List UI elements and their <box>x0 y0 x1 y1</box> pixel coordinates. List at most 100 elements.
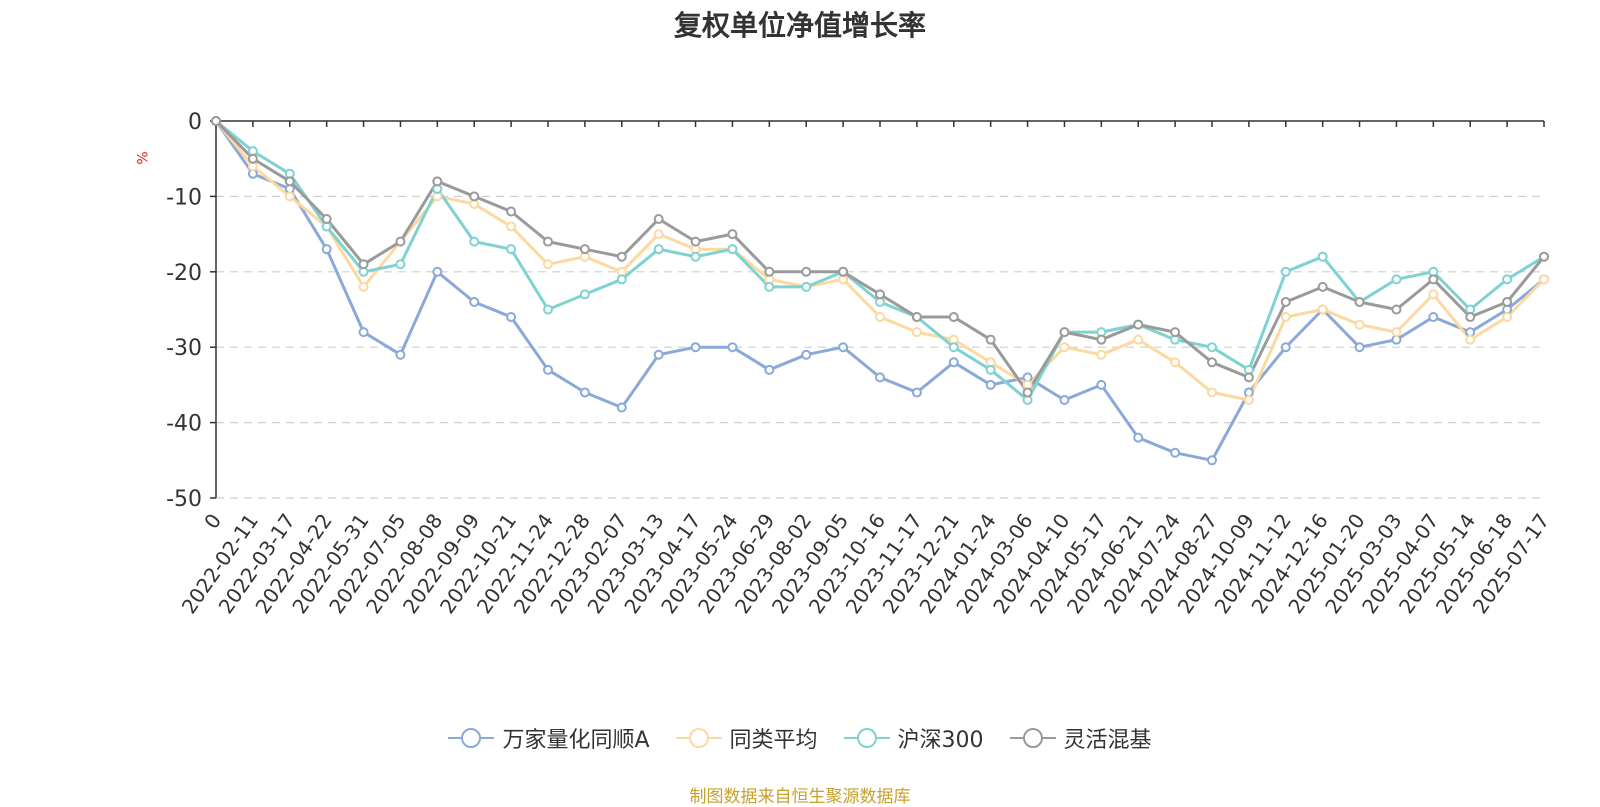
point-s0-9 <box>543 364 553 375</box>
point-s1-19 <box>911 327 922 338</box>
point-s3-34 <box>1465 312 1476 323</box>
point-s2-30 <box>1317 251 1328 262</box>
legend-item-3[interactable]: 灵活混基 <box>1009 722 1152 754</box>
point-s3-0 <box>211 116 221 126</box>
legend-label-1: 同类平均 <box>729 728 818 753</box>
point-s3-5 <box>395 236 406 247</box>
legend-item-0[interactable]: 万家量化同顺A <box>448 722 650 754</box>
point-s2-12 <box>653 244 664 255</box>
point-s1-34 <box>1465 334 1476 345</box>
point-s1-18 <box>875 312 885 323</box>
point-s0-31 <box>1354 342 1365 353</box>
point-s0-25 <box>1133 432 1144 443</box>
point-s0-11 <box>616 402 627 413</box>
point-s0-8 <box>506 312 517 323</box>
legend-marker-1 <box>675 728 722 748</box>
legend-item-1[interactable]: 同类平均 <box>675 722 818 754</box>
point-s3-2 <box>284 176 295 187</box>
point-s3-24 <box>1096 334 1107 345</box>
point-s3-21 <box>985 334 996 345</box>
point-s1-12 <box>653 229 664 240</box>
point-s0-26 <box>1170 447 1181 458</box>
point-s2-11 <box>616 274 627 285</box>
point-s1-33 <box>1428 289 1439 300</box>
point-s2-32 <box>1391 274 1402 285</box>
legend-marker-0 <box>448 728 495 748</box>
point-s2-15 <box>764 281 775 292</box>
grid-layer <box>216 195 1544 499</box>
legend-label-2: 沪深300 <box>897 728 984 753</box>
point-s1-4 <box>358 281 369 292</box>
point-s1-8 <box>506 221 517 232</box>
point-s0-4 <box>358 327 369 338</box>
point-s2-8 <box>506 244 517 255</box>
legend-item-2[interactable]: 沪深300 <box>843 722 984 754</box>
point-s3-6 <box>432 176 443 187</box>
legend: 万家量化同顺A 同类平均 沪深300 灵活混基 <box>0 722 1600 754</box>
point-s0-24 <box>1096 379 1107 390</box>
point-s3-29 <box>1280 296 1291 307</box>
point-s3-15 <box>764 266 775 277</box>
y-tick-label-5: -50 <box>166 487 202 512</box>
point-s3-25 <box>1133 319 1144 330</box>
series-layer <box>211 116 1549 466</box>
point-s1-2 <box>284 191 295 202</box>
point-s2-7 <box>469 236 480 247</box>
point-s3-18 <box>875 289 885 300</box>
point-s3-11 <box>616 251 627 262</box>
point-s1-27 <box>1207 387 1217 398</box>
point-s0-7 <box>469 296 480 307</box>
point-s0-19 <box>911 387 922 398</box>
point-s3-26 <box>1170 327 1181 338</box>
point-s0-14 <box>727 342 738 353</box>
point-s3-20 <box>948 312 959 323</box>
point-s3-23 <box>1059 327 1070 338</box>
point-s3-8 <box>506 206 517 217</box>
point-s0-13 <box>690 342 701 353</box>
point-s1-28 <box>1243 394 1254 405</box>
axis-layer: 0-10-20-30-40-5002022-02-112022-03-17202… <box>166 110 1554 618</box>
point-s0-12 <box>653 349 664 360</box>
point-s3-28 <box>1243 372 1254 383</box>
point-s1-32 <box>1391 327 1402 338</box>
y-tick-label-0: 0 <box>188 110 202 135</box>
point-s1-26 <box>1170 357 1181 368</box>
legend-marker-2 <box>843 728 890 748</box>
point-s1-30 <box>1317 304 1328 315</box>
chart-title: 复权单位净值增长率 <box>673 9 926 42</box>
point-s2-13 <box>690 251 701 262</box>
legend-label-0: 万家量化同顺A <box>502 728 650 753</box>
point-s1-36 <box>1539 274 1549 285</box>
point-s0-23 <box>1059 394 1070 405</box>
legend-label-3: 灵活混基 <box>1063 728 1152 753</box>
point-s2-21 <box>985 364 996 375</box>
point-s1-25 <box>1133 334 1144 345</box>
point-s3-13 <box>690 236 701 247</box>
point-s0-5 <box>395 349 406 360</box>
y-tick-label-4: -40 <box>166 412 202 437</box>
series-line-1 <box>214 120 1546 402</box>
point-s1-24 <box>1096 349 1107 360</box>
point-s3-30 <box>1317 281 1328 292</box>
point-s0-15 <box>764 364 775 375</box>
point-s3-16 <box>801 266 812 277</box>
legend-marker-3 <box>1009 728 1056 748</box>
point-s2-9 <box>543 304 553 315</box>
point-s2-35 <box>1502 274 1513 285</box>
point-s3-35 <box>1502 296 1513 307</box>
point-s0-16 <box>801 349 812 360</box>
point-s1-23 <box>1059 342 1070 353</box>
point-s3-7 <box>469 191 480 202</box>
point-s3-4 <box>358 259 369 270</box>
point-s2-20 <box>948 342 959 353</box>
point-s2-14 <box>727 244 738 255</box>
point-s0-18 <box>875 372 885 383</box>
x-tick-label-0: 0 <box>199 509 226 533</box>
series-line-3 <box>214 119 1546 394</box>
point-s3-33 <box>1428 274 1439 285</box>
point-s0-6 <box>432 266 443 277</box>
point-s3-12 <box>653 214 664 225</box>
point-s0-21 <box>985 379 996 390</box>
point-s2-16 <box>801 281 812 292</box>
point-s0-17 <box>838 342 849 353</box>
